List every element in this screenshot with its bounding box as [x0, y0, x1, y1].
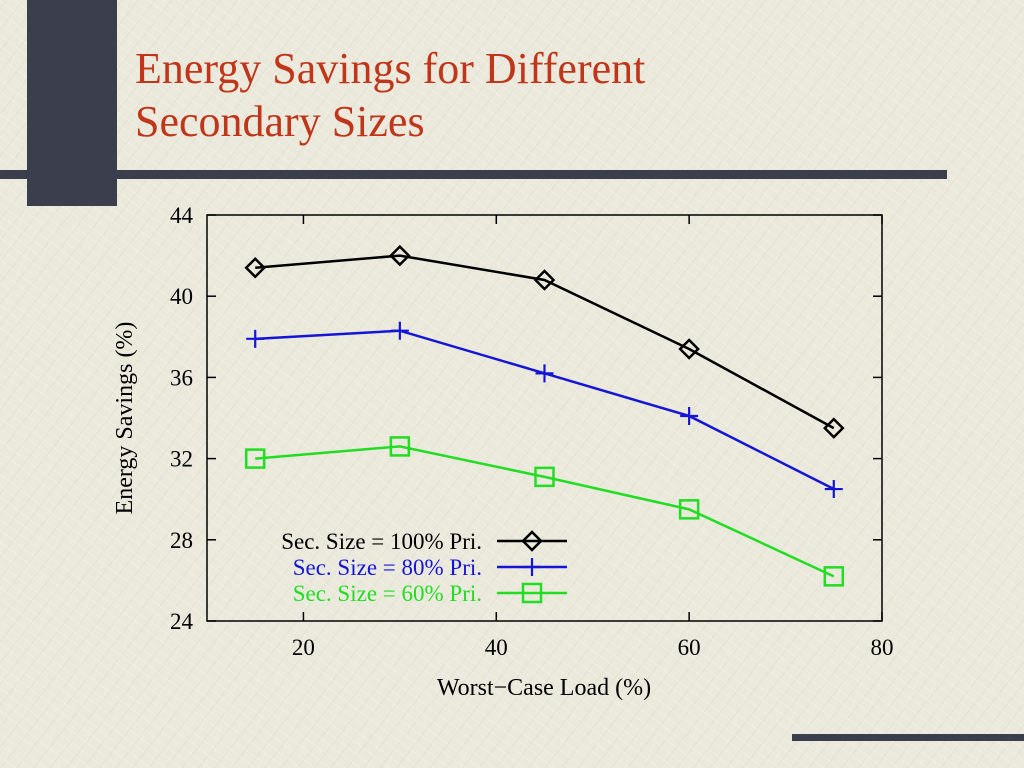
series-point — [823, 566, 845, 587]
legend-label: Sec. Size = 80% Pri. — [293, 555, 482, 580]
series-point — [389, 244, 411, 267]
series-line — [255, 254, 835, 430]
y-tick-label: 28 — [170, 528, 193, 553]
series-point — [389, 436, 411, 457]
y-tick-label: 40 — [170, 284, 193, 309]
series-point — [390, 321, 409, 340]
x-axis-label: Worst−Case Load (%) — [437, 675, 651, 701]
y-tick-label: 24 — [170, 609, 194, 634]
legend-label: Sec. Size = 60% Pri. — [293, 581, 482, 606]
slide-title-line-2: Secondary Sizes — [135, 97, 425, 146]
y-tick-label: 44 — [170, 203, 194, 228]
slide-title-line-1: Energy Savings for Different — [135, 44, 646, 93]
x-tick-label: 80 — [871, 635, 894, 660]
y-tick-label: 36 — [170, 365, 193, 390]
series-point — [521, 530, 543, 552]
series-line — [255, 329, 835, 491]
series-point — [678, 338, 700, 360]
x-tick-label: 40 — [485, 635, 508, 660]
legend-label: Sec. Size = 100% Pri. — [281, 529, 482, 554]
y-tick-label: 32 — [170, 447, 193, 472]
plot-frame — [206, 214, 883, 622]
series-point — [678, 499, 700, 520]
series-point — [244, 257, 266, 279]
series-point — [533, 269, 556, 291]
series-point — [521, 582, 543, 604]
bottom-divider — [792, 734, 1024, 741]
series-point — [246, 329, 265, 348]
slide-title: Energy Savings for Different Secondary S… — [135, 42, 645, 148]
x-tick-label: 60 — [678, 635, 701, 660]
series-point — [823, 417, 845, 439]
y-axis-label: Energy Savings (%) — [112, 322, 138, 515]
series-line — [255, 445, 835, 578]
x-tick-label: 20 — [292, 635, 315, 660]
series-point — [523, 558, 541, 576]
series-point — [244, 448, 266, 469]
series-point — [535, 364, 554, 383]
series-point — [680, 406, 699, 425]
series-point — [824, 480, 843, 499]
top-divider — [0, 170, 947, 179]
series-point — [534, 466, 555, 488]
